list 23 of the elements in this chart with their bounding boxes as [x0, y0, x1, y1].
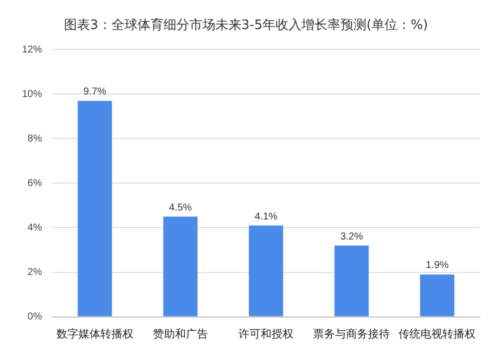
data-label: 9.7% [83, 86, 106, 98]
x-tick-label: 票务与商务接待 [313, 327, 390, 340]
x-tick-label: 数字媒体转播权 [56, 327, 134, 340]
y-tick-label: 8% [28, 133, 42, 144]
y-tick-label: 10% [22, 88, 42, 100]
data-label: 1.9% [426, 260, 449, 272]
data-label: 4.5% [169, 202, 192, 214]
data-label: 4.1% [254, 211, 278, 222]
x-tick-label: 传统电视转播权 [398, 327, 476, 340]
bar [163, 216, 198, 316]
bar [334, 246, 369, 316]
y-tick-label: 6% [28, 178, 42, 189]
y-tick-label: 4% [28, 222, 42, 234]
data-label: 3.2% [340, 231, 364, 242]
chart-title: 图表3：全球体育细分市场未来3-5年收入增长率预测(单位：%) [64, 17, 428, 34]
y-tick-label: 0% [28, 312, 42, 323]
y-tick-label: 12% [22, 44, 42, 56]
bar [248, 226, 284, 316]
y-tick-label: 2% [28, 267, 42, 278]
x-tick-label: 赞助和广告 [152, 327, 208, 340]
x-tick-label: 许可和授权 [238, 327, 294, 340]
bar [78, 100, 112, 316]
bar [420, 274, 454, 316]
